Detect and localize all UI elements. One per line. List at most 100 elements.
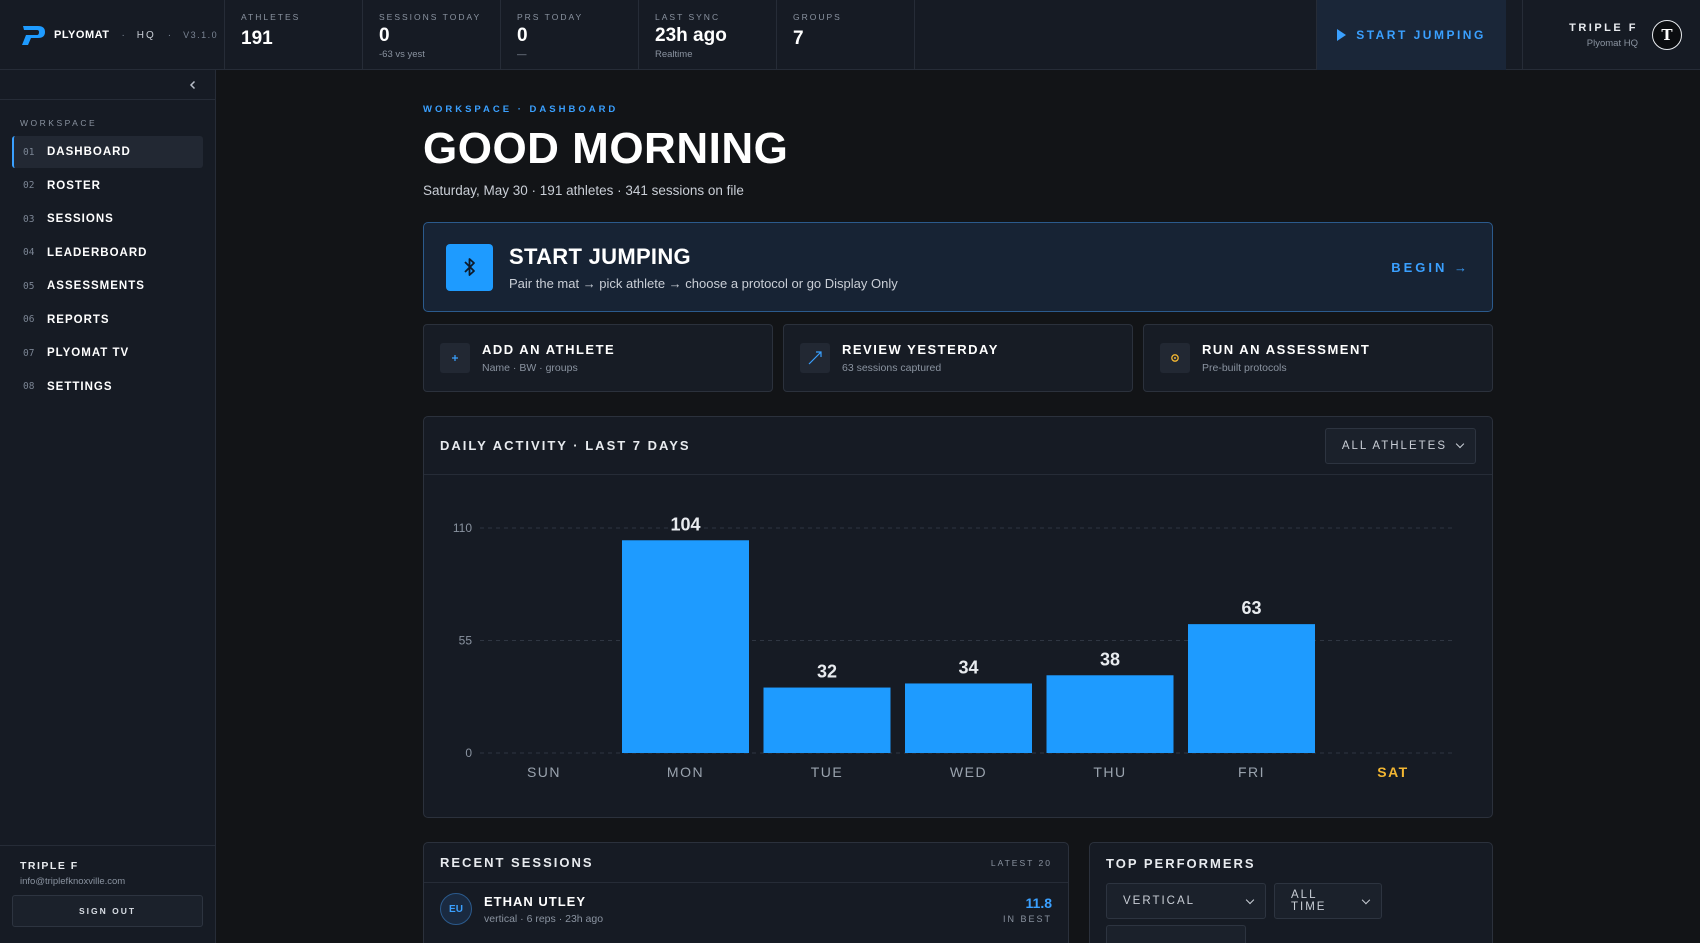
start-jumping-label: START JUMPING xyxy=(1356,28,1486,42)
nav-number: 06 xyxy=(23,314,35,325)
time-range-select[interactable]: ALL TIME xyxy=(1274,883,1382,919)
stat-label: SESSIONS TODAY xyxy=(379,12,482,22)
breadcrumb: WORKSPACE · DASHBOARD xyxy=(423,104,619,115)
sidebar-item-leaderboard[interactable]: 04 LEADERBOARD xyxy=(12,237,203,269)
nav-number: 08 xyxy=(23,381,35,392)
quick-actions: ADD AN ATHLETE Name · BW · groups REVIEW… xyxy=(423,324,1493,392)
brand-separator: · xyxy=(167,29,172,41)
nav-label: ASSESSMENTS xyxy=(47,280,145,292)
latest-count-tag: LATEST 20 xyxy=(990,857,1052,868)
bar-value-label: 38 xyxy=(1100,649,1120,669)
metric-select[interactable]: VERTICAL xyxy=(1106,883,1266,919)
x-tick-label: FRI xyxy=(1238,764,1265,780)
start-jumping-button[interactable]: START JUMPING xyxy=(1316,0,1506,70)
panel-title: RECENT SESSIONS xyxy=(440,855,594,870)
top-bar: PLYOMAT · HQ · V3.1.0 ATHLETES 191 SESSI… xyxy=(0,0,1700,70)
stat-sub: -63 vs yest xyxy=(379,49,425,60)
bar-value-label: 63 xyxy=(1241,598,1261,618)
athlete-avatar: EU xyxy=(440,893,472,925)
stat-prs-today: PRS TODAY 0 — xyxy=(501,0,639,70)
sidebar: WORKSPACE 01 DASHBOARD 02 ROSTER 03 SESS… xyxy=(0,70,216,943)
group-filter-select[interactable] xyxy=(1106,925,1246,943)
brand-separator: · xyxy=(121,29,125,41)
begin-button[interactable]: BEGIN → xyxy=(1391,259,1470,275)
nav-number: 07 xyxy=(23,347,35,359)
footer-user-name: TRIPLE F xyxy=(20,860,79,872)
start-jumping-banner[interactable]: START JUMPING Pair the mat → pick athlet… xyxy=(423,222,1493,312)
stat-sub: — xyxy=(517,49,527,60)
x-tick-label: TUE xyxy=(811,764,844,780)
y-tick-label: 55 xyxy=(459,634,473,648)
bar-value-label: 104 xyxy=(670,514,700,534)
daily-activity-panel: DAILY ACTIVITY · LAST 7 DAYS ALL ATHLETE… xyxy=(423,416,1493,818)
chevron-down-icon xyxy=(1245,895,1255,904)
card-title: REVIEW YESTERDAY xyxy=(842,342,999,357)
nav-label: ROSTER xyxy=(47,179,101,192)
collapse-sidebar-icon[interactable] xyxy=(185,77,201,93)
brand[interactable]: PLYOMAT · HQ · V3.1.0 xyxy=(0,0,225,70)
bar-value-label: 34 xyxy=(958,657,978,677)
sidebar-item-reports[interactable]: 06 REPORTS xyxy=(12,304,203,336)
sidebar-item-settings[interactable]: 08 SETTINGS xyxy=(12,371,203,403)
chevron-down-icon xyxy=(1362,895,1371,904)
stat-athletes: ATHLETES 191 xyxy=(225,0,363,70)
panel-title: DAILY ACTIVITY · LAST 7 DAYS xyxy=(440,438,691,453)
nav-label: REPORTS xyxy=(47,313,110,326)
select-value: ALL TIME xyxy=(1291,889,1327,913)
nav-number: 03 xyxy=(23,213,35,225)
sign-out-button[interactable]: SIGN OUT xyxy=(12,895,203,927)
page-subtitle: Saturday, May 30 · 191 athletes · 341 se… xyxy=(423,183,744,198)
athlete-filter-select[interactable]: ALL ATHLETES xyxy=(1324,427,1476,464)
nav-label: SESSIONS xyxy=(47,213,114,225)
sidebar-item-assessments[interactable]: 05 ASSESSMENTS xyxy=(12,270,203,302)
sidebar-item-sessions[interactable]: 03 SESSIONS xyxy=(12,203,203,235)
nav-label: LEADERBOARD xyxy=(47,246,148,259)
session-best-value: 11.8 xyxy=(1025,894,1052,911)
review-yesterday-card[interactable]: REVIEW YESTERDAY 63 sessions captured xyxy=(783,324,1133,392)
stat-value: 0 xyxy=(379,25,390,46)
main-content: WORKSPACE · DASHBOARD GOOD MORNING Satur… xyxy=(423,70,1493,943)
x-tick-label: SUN xyxy=(527,764,561,780)
trend-arrow-icon xyxy=(800,343,830,373)
plyomat-logo-icon xyxy=(20,24,46,46)
athlete-name: ETHAN UTLEY xyxy=(484,893,586,909)
play-icon xyxy=(1337,29,1347,41)
sidebar-item-roster[interactable]: 02 ROSTER xyxy=(12,170,203,202)
banner-description: Pair the mat → pick athlete → choose a p… xyxy=(509,275,898,291)
stat-value: 191 xyxy=(241,28,273,49)
x-tick-label: THU xyxy=(1093,764,1126,780)
session-best-unit: IN BEST xyxy=(1002,913,1052,924)
sidebar-item-dashboard[interactable]: 01 DASHBOARD xyxy=(12,136,203,168)
run-assessment-card[interactable]: RUN AN ASSESSMENT Pre-built protocols xyxy=(1143,324,1493,392)
nav-label: SETTINGS xyxy=(47,380,113,393)
bar-wed xyxy=(905,683,1032,753)
stat-last-sync: LAST SYNC 23h ago Realtime xyxy=(639,0,777,70)
stat-label: LAST SYNC xyxy=(655,12,721,22)
session-row[interactable]: EU ETHAN UTLEY vertical · 6 reps · 23h a… xyxy=(424,883,1068,935)
stat-label: GROUPS xyxy=(793,12,842,22)
add-athlete-card[interactable]: ADD AN ATHLETE Name · BW · groups xyxy=(423,324,773,392)
user-org: Plyomat HQ xyxy=(1586,37,1638,49)
brand-hq: HQ xyxy=(136,29,156,41)
avatar[interactable]: T xyxy=(1652,20,1682,50)
bar-tue xyxy=(763,687,891,753)
nav-label: DASHBOARD xyxy=(47,146,131,158)
stat-groups: GROUPS 7 xyxy=(777,0,915,70)
select-value: ALL ATHLETES xyxy=(1341,439,1447,452)
user-name: TRIPLE F xyxy=(1569,21,1638,34)
stat-sessions-today: SESSIONS TODAY 0 -63 vs yest xyxy=(363,0,501,70)
sidebar-item-plyomat-tv[interactable]: 07 PLYOMAT TV xyxy=(12,337,203,369)
card-subtitle: Pre-built protocols xyxy=(1202,362,1287,374)
stat-value: 23h ago xyxy=(655,25,727,46)
bar-thu xyxy=(1046,675,1174,753)
user-menu[interactable]: TRIPLE F Plyomat HQ T xyxy=(1522,0,1700,70)
sidebar-footer: TRIPLE F info@triplefknoxville.com SIGN … xyxy=(0,845,215,943)
x-tick-label: MON xyxy=(667,764,704,780)
banner-title: START JUMPING xyxy=(509,243,691,269)
nav-number: 05 xyxy=(23,280,35,292)
footer-user-email: info@triplefknoxville.com xyxy=(20,876,126,887)
daily-activity-chart: 0 55 110 SUN 104 MON 32 TUE 34 WED 38 THU 63 FRI SAT xyxy=(453,514,1454,780)
y-tick-label: 110 xyxy=(453,521,472,535)
card-title: RUN AN ASSESSMENT xyxy=(1202,342,1371,357)
top-performers-panel: TOP PERFORMERS VERTICAL ALL TIME xyxy=(1089,842,1493,943)
